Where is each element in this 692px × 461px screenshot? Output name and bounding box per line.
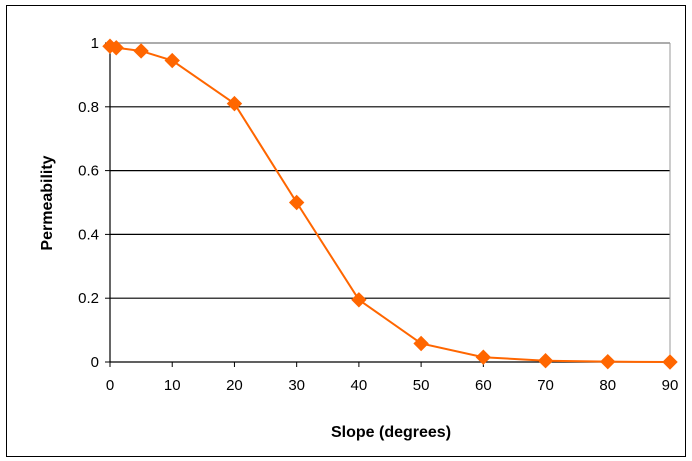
- data-point-marker: [475, 349, 492, 365]
- data-point-marker: [662, 354, 678, 370]
- y-tick-label: 0.8: [78, 99, 99, 116]
- x-tick-label: 90: [662, 377, 679, 394]
- data-point-marker: [133, 43, 149, 59]
- x-tick-label: 70: [537, 377, 554, 394]
- x-tick-label: 40: [351, 377, 368, 394]
- x-tick-label: 30: [288, 377, 305, 394]
- y-tick-label: 0.2: [78, 290, 99, 307]
- y-tick-labels: 0 0.2 0.4 0.6 0.8 1: [78, 35, 99, 371]
- x-axis-title: Slope (degrees): [331, 424, 451, 441]
- x-tick-label: 60: [475, 377, 492, 394]
- series-layer: [102, 38, 678, 370]
- y-axis-title: Permeability: [39, 155, 56, 250]
- x-tick-label: 0: [106, 377, 114, 394]
- chart-frame: [6, 5, 686, 457]
- data-point-marker: [164, 52, 180, 69]
- data-point-marker: [413, 335, 429, 352]
- x-tick-label: 10: [164, 377, 181, 394]
- y-tick-label: 0.4: [78, 226, 99, 243]
- data-point-marker: [226, 95, 243, 112]
- data-point-marker: [108, 40, 124, 56]
- y-tick-label: 0: [91, 354, 99, 371]
- y-tick-label: 1: [91, 35, 99, 52]
- gridlines: [110, 42, 670, 299]
- data-point-marker: [600, 353, 616, 370]
- y-tick-label: 0.6: [78, 163, 99, 180]
- x-tick-label: 80: [599, 377, 616, 394]
- x-tick-label: 50: [413, 377, 430, 394]
- x-tick-label: 20: [226, 377, 243, 394]
- x-tick-labels: 0 10 20 30 40 50 60 70 80 90: [106, 377, 679, 394]
- data-point-marker: [537, 353, 554, 369]
- data-point-marker: [288, 194, 305, 211]
- series-line: [109, 45, 671, 363]
- data-point-marker: [351, 292, 367, 308]
- axes: [105, 42, 671, 367]
